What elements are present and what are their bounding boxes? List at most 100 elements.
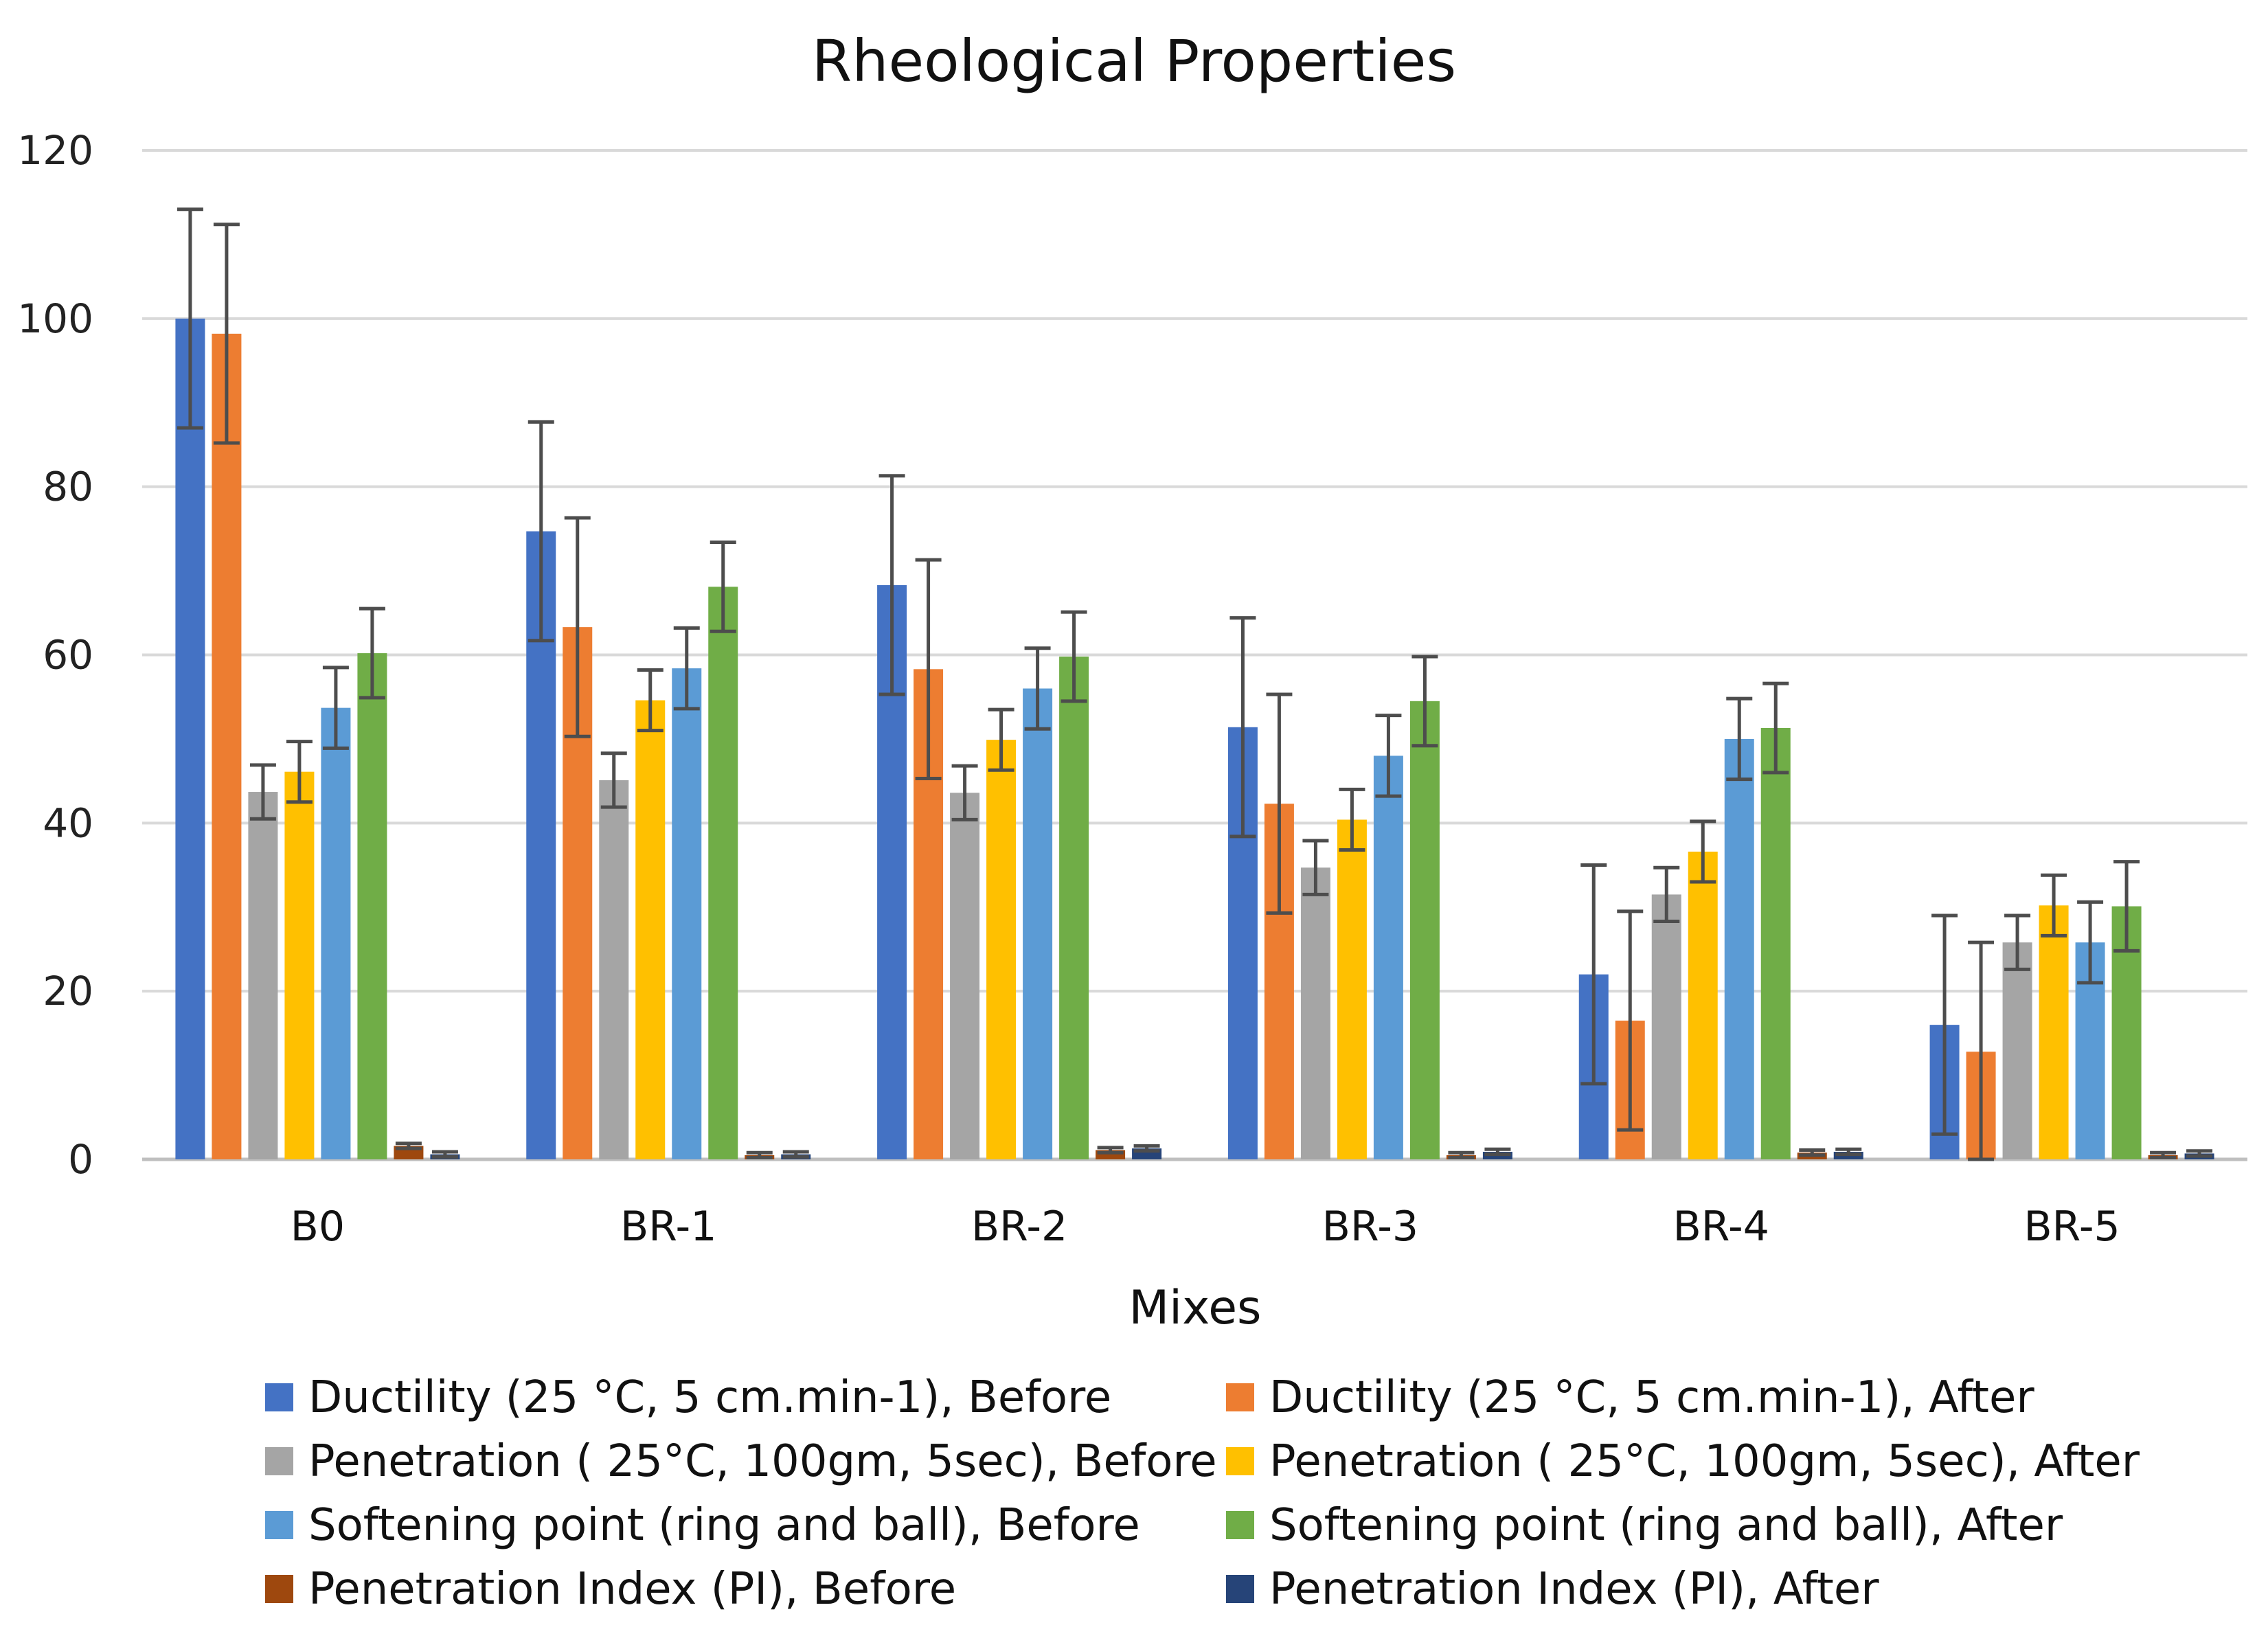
bar xyxy=(1059,656,1089,1159)
bar xyxy=(1023,688,1053,1159)
gridlines xyxy=(142,149,2247,1161)
legend-swatch xyxy=(1226,1511,1254,1539)
y-tick-label: 0 xyxy=(68,1136,93,1183)
legend-item: Ductility (25 °C, 5 cm.min-1), Before xyxy=(265,1372,1111,1423)
bar xyxy=(1373,756,1403,1159)
error-bar xyxy=(2186,1149,2213,1158)
error-bar xyxy=(1061,610,1087,703)
error-bar xyxy=(1229,616,1256,839)
legend-swatch xyxy=(265,1575,293,1603)
y-tick-label: 80 xyxy=(43,464,93,510)
bar xyxy=(599,780,629,1159)
y-tick-label: 40 xyxy=(43,799,93,846)
legend-label: Penetration Index (PI), Before xyxy=(308,1564,956,1615)
error-bar xyxy=(564,516,591,738)
bar xyxy=(1409,701,1440,1159)
error-bar xyxy=(177,207,203,430)
bar xyxy=(1760,728,1791,1159)
error-bar xyxy=(2113,860,2140,953)
legend-label: Ductility (25 °C, 5 cm.min-1), After xyxy=(1269,1372,2034,1423)
legend-label: Penetration Index (PI), After xyxy=(1269,1564,1879,1615)
bar xyxy=(635,700,666,1159)
error-bar xyxy=(1484,1147,1511,1157)
error-bar xyxy=(2041,873,2067,938)
error-bar xyxy=(1302,839,1329,896)
x-tick-label: B0 xyxy=(291,1203,345,1251)
x-axis-categories: B0 BR-1 BR-2 BR-3 BR-4 BR-5 xyxy=(291,1203,2120,1251)
error-bar xyxy=(249,763,276,821)
legend-label: Softening point (ring and ball), After xyxy=(1269,1500,2063,1551)
bar xyxy=(1337,819,1367,1159)
error-bar xyxy=(1835,1147,1862,1157)
legend-label: Softening point (ring and ball), Before xyxy=(308,1500,1140,1551)
error-bar xyxy=(1726,696,1753,782)
error-bar xyxy=(746,1150,773,1160)
y-tick-label: 20 xyxy=(43,968,93,1014)
error-bar xyxy=(1968,940,1995,1161)
legend-item: Penetration Index (PI), Before xyxy=(265,1564,956,1615)
legend-item: Softening point (ring and ball), Before xyxy=(265,1500,1140,1551)
legend-item: Softening point (ring and ball), After xyxy=(1226,1500,2063,1551)
error-bar xyxy=(2077,900,2104,985)
error-bar xyxy=(988,707,1014,772)
error-bars xyxy=(177,207,2213,1161)
error-bar xyxy=(286,740,313,804)
bar xyxy=(284,771,315,1159)
bar xyxy=(2002,942,2032,1159)
error-bar xyxy=(1133,1144,1160,1153)
error-bar xyxy=(951,764,978,821)
bar xyxy=(248,792,278,1159)
legend-swatch xyxy=(265,1447,293,1475)
legend: Ductility (25 °C, 5 cm.min-1), Before Duc… xyxy=(265,1372,2140,1615)
error-bar xyxy=(915,558,942,780)
bar xyxy=(1688,851,1718,1159)
chart-title: Rheological Properties xyxy=(812,27,1456,95)
error-bar xyxy=(1580,863,1607,1086)
x-tick-label: BR-3 xyxy=(1322,1203,1418,1251)
y-tick-label: 100 xyxy=(17,295,93,342)
error-bar xyxy=(2150,1150,2177,1160)
bar xyxy=(357,653,387,1159)
bar xyxy=(950,793,980,1159)
bar xyxy=(175,318,205,1159)
error-bar xyxy=(1375,714,1402,798)
legend-label: Penetration ( 25°C, 100gm, 5sec), After xyxy=(1269,1436,2140,1487)
error-bar xyxy=(1931,913,1958,1136)
x-axis-label: Mixes xyxy=(1129,1281,1262,1335)
error-bar xyxy=(1690,819,1716,884)
bars xyxy=(175,318,2214,1159)
legend-swatch xyxy=(1226,1447,1254,1475)
error-bar xyxy=(395,1141,422,1150)
error-bar xyxy=(322,666,349,750)
error-bar xyxy=(637,668,664,733)
bar xyxy=(1651,894,1681,1159)
bar xyxy=(1724,738,1754,1159)
bar xyxy=(672,668,702,1159)
error-bar xyxy=(878,474,905,696)
legend-item: Penetration ( 25°C, 100gm, 5sec), After xyxy=(1226,1436,2140,1487)
y-tick-label: 120 xyxy=(17,127,93,174)
error-bar xyxy=(528,420,554,643)
error-bar xyxy=(213,223,240,445)
error-bar xyxy=(1024,646,1051,731)
legend-swatch xyxy=(265,1383,293,1411)
bar xyxy=(986,740,1017,1159)
error-bar xyxy=(1339,787,1365,852)
error-bar xyxy=(673,626,700,711)
bar xyxy=(2039,905,2069,1159)
error-bar xyxy=(1653,865,1680,924)
error-bar xyxy=(1266,692,1293,915)
error-bar xyxy=(1411,655,1438,748)
legend-item: Penetration ( 25°C, 100gm, 5sec), Before xyxy=(265,1436,1217,1487)
legend-swatch xyxy=(1226,1383,1254,1411)
x-tick-label: BR-5 xyxy=(2023,1203,2120,1251)
x-tick-label: BR-2 xyxy=(971,1203,1067,1251)
error-bar xyxy=(431,1150,458,1159)
legend-label: Penetration ( 25°C, 100gm, 5sec), Before xyxy=(308,1436,1217,1487)
bar xyxy=(212,333,242,1159)
x-tick-label: BR-4 xyxy=(1673,1203,1769,1251)
error-bar xyxy=(359,606,385,700)
error-bar xyxy=(1762,681,1789,775)
